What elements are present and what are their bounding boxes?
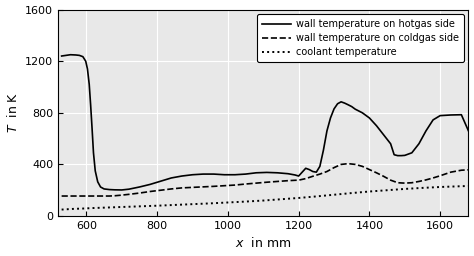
coolant temperature [190, 202, 195, 206]
coolant temperature [438, 185, 443, 188]
coolant temperature [133, 205, 139, 208]
coolant temperature [384, 189, 390, 192]
Line: coolant temperature: coolant temperature [62, 186, 468, 210]
coolant temperature [455, 185, 461, 188]
Line: wall temperature on hotgas side: wall temperature on hotgas side [62, 55, 468, 190]
coolant temperature [80, 207, 86, 210]
coolant temperature [91, 207, 96, 210]
wall temperature on coldgas side [89, 195, 95, 198]
coolant temperature [112, 206, 118, 209]
wall temperature on hotgas side [317, 165, 323, 168]
Legend: wall temperature on hotgas side, wall temperature on coldgas side, coolant tempe: wall temperature on hotgas side, wall te… [257, 14, 464, 62]
Y-axis label: $T$  in K: $T$ in K [6, 92, 19, 133]
wall temperature on coldgas side [465, 168, 471, 171]
wall temperature on coldgas side [352, 163, 358, 166]
coolant temperature [225, 201, 231, 204]
coolant temperature [419, 186, 425, 189]
wall temperature on hotgas side [458, 113, 464, 116]
coolant temperature [155, 204, 160, 207]
wall temperature on coldgas side [73, 195, 79, 198]
wall temperature on hotgas side [374, 124, 379, 127]
coolant temperature [122, 205, 128, 208]
wall temperature on coldgas side [59, 195, 64, 198]
wall temperature on hotgas side [465, 129, 471, 132]
coolant temperature [172, 204, 178, 207]
wall temperature on hotgas side [101, 187, 107, 190]
coolant temperature [349, 191, 355, 195]
wall temperature on hotgas side [119, 188, 125, 191]
Line: wall temperature on coldgas side: wall temperature on coldgas side [62, 164, 468, 196]
wall temperature on hotgas side [59, 55, 64, 58]
coolant temperature [402, 187, 408, 190]
coolant temperature [207, 202, 213, 205]
wall temperature on coldgas side [85, 195, 91, 198]
coolant temperature [465, 184, 471, 187]
wall temperature on hotgas side [68, 53, 73, 56]
coolant temperature [144, 205, 149, 208]
coolant temperature [59, 208, 64, 211]
coolant temperature [313, 195, 319, 198]
coolant temperature [331, 193, 337, 196]
X-axis label: $x$  in mm: $x$ in mm [235, 237, 292, 250]
wall temperature on coldgas side [253, 182, 259, 185]
wall temperature on hotgas side [95, 180, 100, 183]
coolant temperature [366, 190, 372, 193]
wall temperature on hotgas side [85, 67, 91, 70]
coolant temperature [296, 196, 301, 199]
coolant temperature [69, 207, 75, 210]
wall temperature on coldgas side [107, 195, 112, 198]
coolant temperature [101, 206, 107, 209]
coolant temperature [260, 199, 266, 202]
wall temperature on coldgas side [346, 162, 351, 165]
coolant temperature [243, 200, 248, 203]
coolant temperature [278, 198, 284, 201]
